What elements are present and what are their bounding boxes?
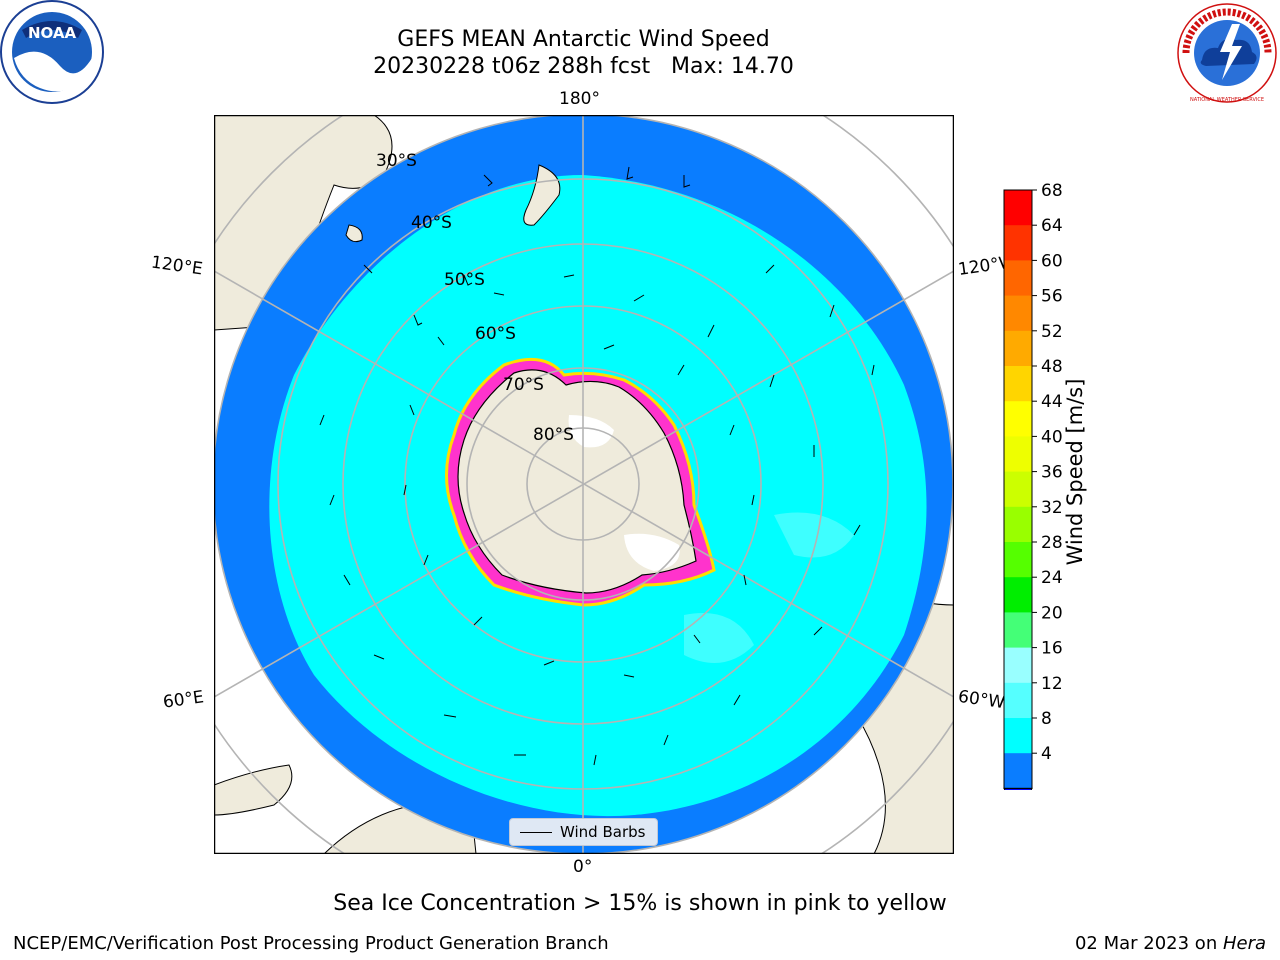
colorbar-tick-label: 40 xyxy=(1041,427,1063,447)
sea-ice-caption: Sea Ice Concentration > 15% is shown in … xyxy=(333,891,947,916)
legend-line xyxy=(520,831,552,833)
colorbar-segment xyxy=(1004,647,1032,684)
colorbar-segment xyxy=(1004,506,1032,543)
noaa-logo: NOAA xyxy=(0,0,104,104)
colorbar-segment xyxy=(1004,260,1032,297)
colorbar-segment xyxy=(1004,190,1032,226)
colorbar-tick-label: 68 xyxy=(1041,181,1063,201)
colorbar-segment xyxy=(1004,682,1032,719)
wind-band-12-16-a xyxy=(774,512,854,558)
map-title: GEFS MEAN Antarctic Wind Speed xyxy=(397,27,770,52)
colorbar-segment xyxy=(1004,436,1032,473)
ice-shelf-ross xyxy=(568,415,614,448)
colorbar-tick-label: 20 xyxy=(1041,603,1063,623)
lon-label-top: 180° xyxy=(559,89,600,109)
colorbar-segment xyxy=(1004,577,1032,613)
colorbar-segment xyxy=(1004,295,1032,332)
footer-credit: NCEP/EMC/Verification Post Processing Pr… xyxy=(13,933,609,954)
lon-label-lower-left: 60°E xyxy=(161,687,206,713)
lon-label-upper-left: 120°E xyxy=(149,252,204,280)
wind-barbs-legend: Wind Barbs xyxy=(509,818,658,846)
colorbar-tick-label: 4 xyxy=(1041,744,1052,764)
nws-logo-text: NATIONAL WEATHER SERVICE xyxy=(1190,97,1264,103)
colorbar-tick-label: 28 xyxy=(1041,533,1063,553)
lat-label-80s: 80°S xyxy=(533,425,574,445)
colorbar-tick-label: 24 xyxy=(1041,568,1063,588)
wind-barbs xyxy=(319,166,875,766)
colorbar-tick-label: 16 xyxy=(1041,639,1063,659)
map-subtitle: 20230228 t06z 288h fcst Max: 14.70 xyxy=(373,54,794,79)
colorbar-segment xyxy=(1004,753,1032,789)
ice-shelf-weddell xyxy=(624,533,680,571)
colorbar-segment xyxy=(1004,401,1032,437)
colorbar-segment xyxy=(1004,471,1032,508)
colorbar-segment xyxy=(1004,366,1032,402)
colorbar-segment xyxy=(1004,718,1032,754)
polar-map xyxy=(214,115,954,854)
colorbar-tick-label: 32 xyxy=(1041,498,1063,518)
colorbar-tick-label: 64 xyxy=(1041,216,1063,236)
colorbar-tick-label: 52 xyxy=(1041,322,1063,342)
colorbar-tick-label: 12 xyxy=(1041,674,1063,694)
lat-label-70s: 70°S xyxy=(503,375,544,395)
wind-band-12-16-b xyxy=(684,613,754,663)
colorbar-tick-label: 44 xyxy=(1041,392,1063,412)
land-tasmania xyxy=(345,224,363,243)
lat-label-60s: 60°S xyxy=(475,324,516,344)
colorbar: 68 64 60 56 52 48 44 40 36 32 28 24 20 16 12 8 4 xyxy=(1003,181,1063,790)
footer-date: 02 Mar 2023 on Hera xyxy=(1074,933,1266,954)
colorbar-segment xyxy=(1004,542,1032,578)
colorbar-tick-label: 56 xyxy=(1041,287,1063,307)
colorbar-segment xyxy=(1004,225,1032,261)
colorbar-tick-label: 60 xyxy=(1041,251,1063,271)
colorbar-segment xyxy=(1004,612,1032,649)
colorbar-tick-label: 48 xyxy=(1041,357,1063,377)
lat-label-30s: 30°S xyxy=(376,151,417,171)
nws-logo: NATIONAL WEATHER SERVICE xyxy=(1177,3,1277,103)
colorbar-segment xyxy=(1004,330,1032,367)
footer-machine: Hera xyxy=(1222,933,1266,954)
noaa-logo-text: NOAA xyxy=(28,24,77,42)
colorbar-tick-label: 8 xyxy=(1041,709,1052,729)
lat-label-40s: 40°S xyxy=(411,213,452,233)
colorbar-frame xyxy=(1003,189,1033,789)
legend-label: Wind Barbs xyxy=(560,823,646,841)
colorbar-tick-label: 36 xyxy=(1041,463,1063,483)
lat-label-50s: 50°S xyxy=(444,270,485,290)
lon-label-bottom: 0° xyxy=(573,857,593,877)
